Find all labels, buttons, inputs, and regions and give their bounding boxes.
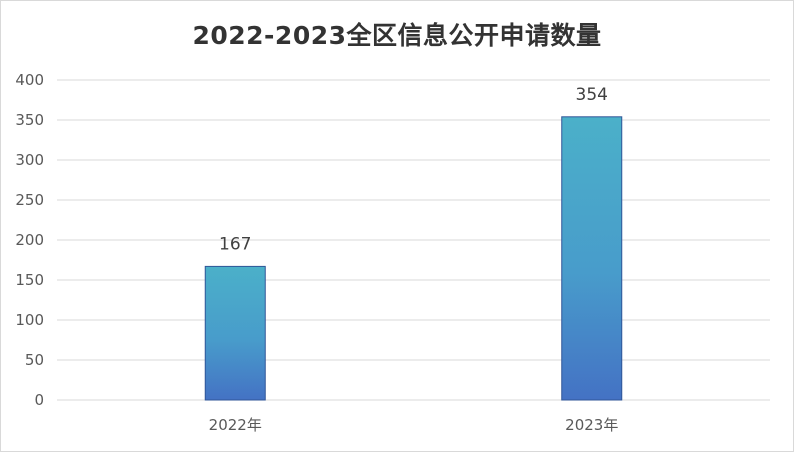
x-category-label: 2023年	[565, 416, 618, 434]
bars	[204, 116, 623, 401]
y-tick-label: 150	[15, 271, 44, 289]
y-tick-label: 200	[15, 231, 44, 249]
grid-lines	[57, 79, 770, 401]
y-tick-label: 0	[34, 391, 44, 409]
y-tick-label: 350	[15, 111, 44, 129]
data-label: 167	[219, 234, 251, 254]
bar-2023年	[561, 116, 623, 401]
y-tick-label: 300	[15, 151, 44, 169]
chart-title: 2022-2023全区信息公开申请数量	[192, 21, 602, 50]
y-tick-label: 400	[15, 71, 44, 89]
x-axis-categories: 2022年 2023年	[209, 416, 619, 434]
y-tick-label: 250	[15, 191, 44, 209]
data-labels: 167 354	[219, 85, 608, 255]
y-axis-ticks: 0 50 100 150 200 250 300 350 400	[15, 71, 44, 409]
y-tick-label: 50	[25, 351, 44, 369]
x-category-label: 2022年	[209, 416, 262, 434]
y-tick-label: 100	[15, 311, 44, 329]
data-label: 354	[576, 85, 608, 105]
bar-2022年	[204, 265, 266, 401]
